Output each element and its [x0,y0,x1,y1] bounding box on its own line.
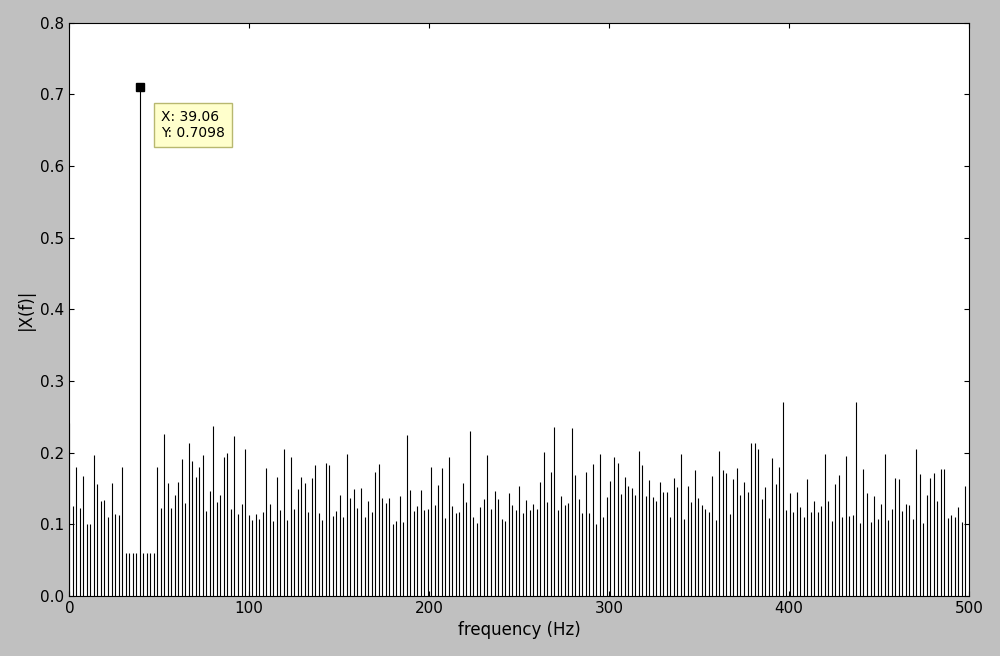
Y-axis label: |X(f)|: |X(f)| [17,289,35,330]
Text: X: 39.06
Y: 0.7098: X: 39.06 Y: 0.7098 [161,110,225,140]
X-axis label: frequency (Hz): frequency (Hz) [458,621,580,640]
